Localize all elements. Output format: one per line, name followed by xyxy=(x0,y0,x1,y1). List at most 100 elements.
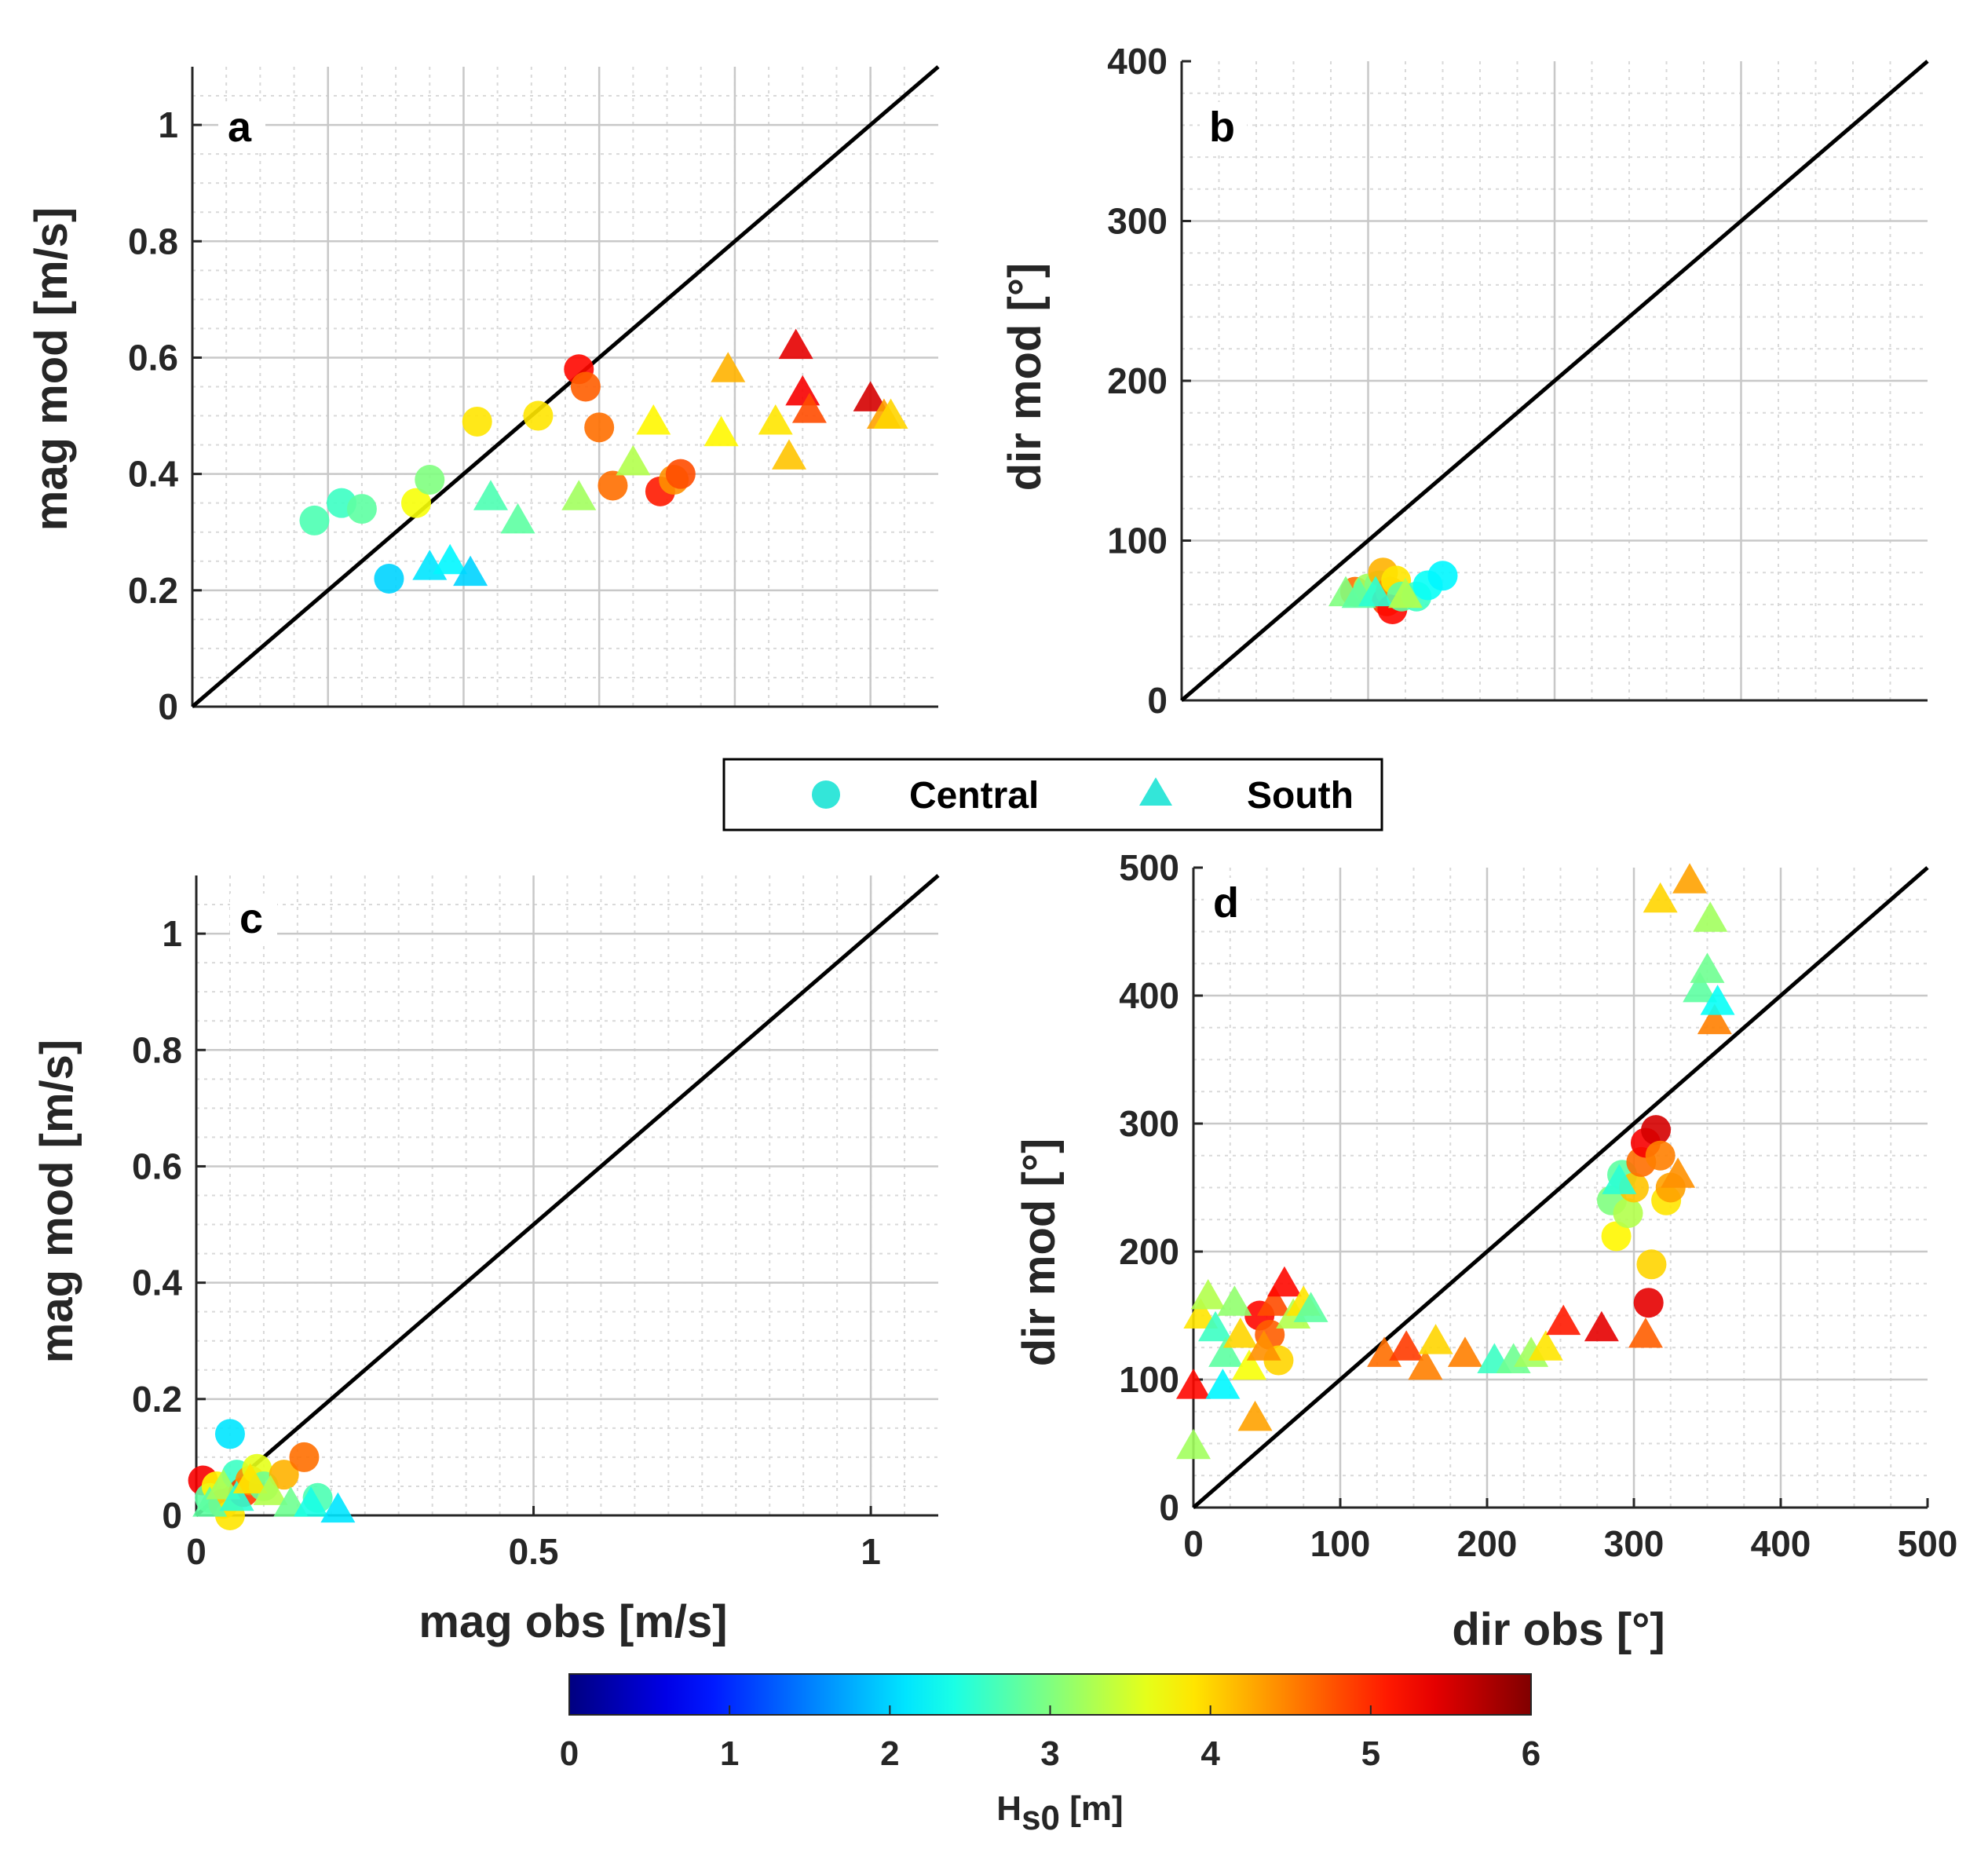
panel-a: 0 0.2 0.4 0.6 0.8 1 a mag mod [m/s] xyxy=(26,65,940,727)
panel-d-point-south xyxy=(1418,1324,1453,1354)
panel-a-point-south xyxy=(853,381,888,411)
panel-c-y-tick-label: 0.6 xyxy=(132,1146,182,1186)
panel-d-point-south xyxy=(1176,1428,1211,1460)
panel-c-point-south xyxy=(253,1475,288,1505)
panel-c-point-south xyxy=(192,1486,228,1517)
panel-d-y-tick-label: 100 xyxy=(1119,1359,1179,1400)
colorbar-tick-label: 3 xyxy=(1040,1734,1059,1773)
panel-b-letter-bg xyxy=(1200,102,1247,151)
panel-b-y-tick-label: 300 xyxy=(1107,201,1168,242)
panel-a-y-tick-label: 0.6 xyxy=(128,337,178,378)
panel-d-x-tick-label: 500 xyxy=(1898,1523,1958,1564)
panel-a-point-south xyxy=(791,393,827,423)
panel-a-point-central xyxy=(374,564,404,594)
panel-a-point-south xyxy=(453,555,488,587)
panel-a-y-tick-label: 0 xyxy=(158,686,178,727)
panel-d-y-tick-label: 300 xyxy=(1119,1103,1179,1144)
colorbar-label: Hs0 [m] xyxy=(996,1789,1123,1837)
panel-c-point-south xyxy=(232,1463,268,1494)
panel-d-point-south xyxy=(1602,1164,1637,1194)
panel-c-y-label: mag mod [m/s] xyxy=(31,1040,82,1364)
panel-a-point-central xyxy=(570,371,601,402)
panel-d-point-south xyxy=(1693,901,1728,932)
colorbar-tick-label: 6 xyxy=(1522,1734,1540,1773)
panel-a-point-south xyxy=(636,404,671,435)
panel-c: 0 0.2 0.4 0.6 0.8 1 0 0.5 1 c mag mod [m/s] mag obs… xyxy=(31,874,940,1647)
panel-a-point-south xyxy=(778,328,813,360)
panel-a-point-south xyxy=(772,439,806,470)
panel-d-point-central xyxy=(1636,1249,1667,1280)
panel-a-point-central xyxy=(299,505,330,535)
panel-a-point-central xyxy=(597,470,628,501)
panel-d-y-tick-label: 400 xyxy=(1119,975,1179,1016)
panel-d-point-south xyxy=(1697,1003,1732,1035)
panel-a-series-central xyxy=(299,354,696,594)
panel-d-point-south xyxy=(1643,882,1678,913)
panel-d-point-south xyxy=(1293,1292,1328,1322)
panel-a-point-south xyxy=(616,444,651,476)
panel-d-point-south xyxy=(1246,1330,1281,1361)
colorbar-tick-label: 5 xyxy=(1361,1734,1380,1773)
panel-d-point-south xyxy=(1628,1317,1663,1348)
legend: Central South xyxy=(722,758,1383,831)
panel-d-point-south xyxy=(1183,1298,1219,1329)
panel-d-point-south xyxy=(1222,1317,1258,1348)
panel-d-point-central xyxy=(1645,1140,1676,1171)
panel-c-one-to-one-line xyxy=(195,874,940,1517)
panel-b-y-tick-label: 100 xyxy=(1107,521,1168,561)
panel-b-y-label: dir mod [°] xyxy=(999,263,1051,492)
panel-b: 0 100 200 300 400 b dir mod [°] xyxy=(999,41,1929,721)
panel-d-y-tick-label: 0 xyxy=(1159,1487,1179,1528)
panel-d-point-south xyxy=(1408,1349,1443,1380)
panel-d-grid xyxy=(1193,868,1928,1508)
panel-a-point-south xyxy=(561,480,597,510)
panel-b-letter: b xyxy=(1209,104,1235,151)
panel-a-point-central xyxy=(584,412,615,443)
panel-a-point-south xyxy=(703,415,739,447)
panel-a-y-tick-label: 0.4 xyxy=(128,454,178,495)
panel-d-point-south xyxy=(1205,1369,1241,1399)
panel-d-point-south xyxy=(1584,1310,1619,1342)
panel-c-letter-bg xyxy=(230,894,277,942)
panel-d-point-central xyxy=(1641,1115,1672,1146)
colorbar-tick-label: 0 xyxy=(560,1734,579,1773)
panel-c-y-tick-label: 0 xyxy=(162,1495,182,1536)
panel-d-point-south xyxy=(1683,971,1718,1003)
panel-a-point-south xyxy=(433,543,468,575)
panel-c-point-south xyxy=(320,1492,356,1523)
panel-d-x-tick-label: 300 xyxy=(1604,1523,1665,1564)
panel-d-x-tick-label: 400 xyxy=(1751,1523,1811,1564)
panel-a-letter-bg xyxy=(218,102,265,151)
panel-b-point-central xyxy=(1427,561,1458,591)
panel-d-point-south xyxy=(1672,863,1708,894)
panel-a-series-south xyxy=(412,328,908,587)
panel-a-one-to-one-line xyxy=(191,65,940,708)
panel-a-point-south xyxy=(711,352,746,382)
panel-d-point-south xyxy=(1266,1266,1302,1297)
panel-c-point-south xyxy=(219,1480,254,1511)
panel-d-point-south xyxy=(1528,1330,1563,1361)
panel-c-y-tick-label: 0.8 xyxy=(132,1029,182,1070)
panel-c-grid xyxy=(196,875,938,1515)
panel-b-series-south xyxy=(1328,576,1423,609)
panel-d-point-south xyxy=(1447,1336,1482,1367)
panel-c-x-label: mag obs [m/s] xyxy=(418,1596,727,1647)
panel-d-point-south xyxy=(1546,1304,1581,1336)
panel-a-point-south xyxy=(758,404,793,435)
panel-c-series-south xyxy=(192,1463,356,1523)
panel-d-point-central xyxy=(1633,1288,1664,1318)
panel-c-y-tick-label: 0.2 xyxy=(132,1379,182,1420)
panel-c-point-central xyxy=(269,1460,299,1490)
panel-a-point-central xyxy=(523,400,554,431)
panel-d-x-tick-label: 200 xyxy=(1457,1523,1518,1564)
panel-d-y-tick-label: 200 xyxy=(1119,1231,1179,1272)
panel-d-letter-bg xyxy=(1204,878,1251,927)
panel-d-point-south xyxy=(1176,1369,1211,1399)
legend-south-marker xyxy=(1139,777,1172,806)
panel-d-point-central xyxy=(1601,1221,1632,1252)
panel-a-point-central xyxy=(401,488,431,518)
panel-a-point-central xyxy=(665,459,696,489)
panel-d-point-south xyxy=(1198,1310,1233,1342)
panel-b-grid xyxy=(1182,61,1928,700)
